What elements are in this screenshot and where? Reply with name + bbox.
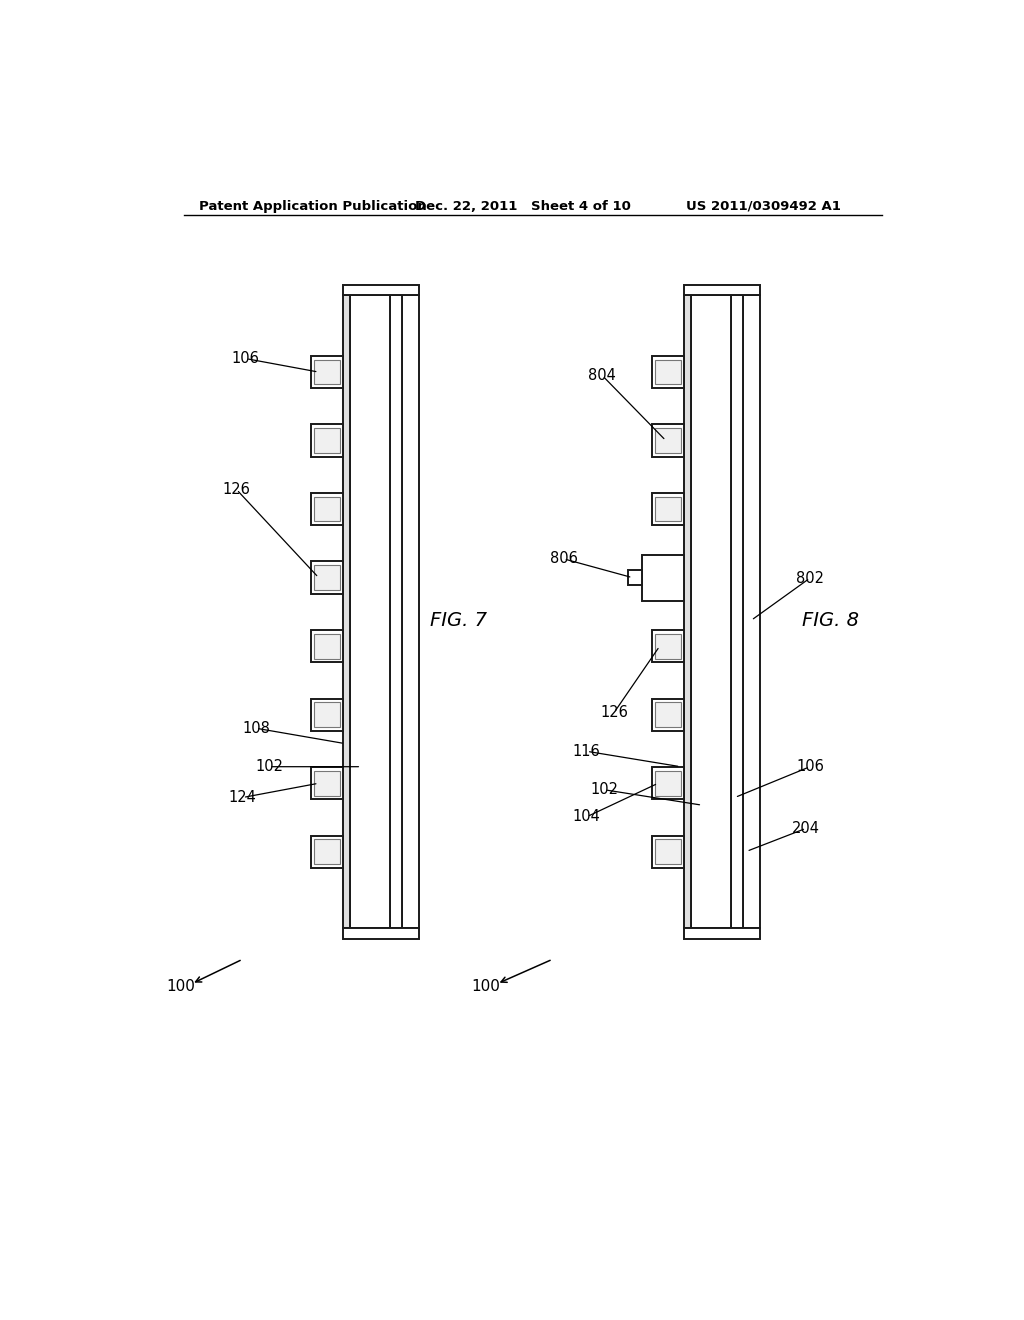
Text: 204: 204 (793, 821, 820, 836)
Text: 102: 102 (255, 759, 283, 775)
Bar (349, 296, 390, 928)
Bar (684, 928, 760, 940)
Bar (311, 492, 343, 525)
Bar (314, 360, 340, 384)
Bar (401, 296, 419, 928)
Bar (314, 496, 340, 521)
Text: 126: 126 (600, 705, 628, 721)
Bar (390, 296, 401, 928)
Text: 806: 806 (550, 552, 578, 566)
Text: 106: 106 (796, 759, 824, 775)
Bar (343, 285, 419, 296)
Bar (343, 928, 419, 940)
Bar (343, 296, 349, 928)
Bar (655, 771, 681, 796)
Bar (684, 285, 760, 296)
Text: 124: 124 (228, 789, 257, 805)
Bar (684, 296, 690, 928)
Bar (655, 702, 681, 727)
Bar (314, 702, 340, 727)
Text: 100: 100 (166, 978, 196, 994)
Bar (642, 554, 684, 601)
Text: FIG. 7: FIG. 7 (430, 611, 487, 630)
Bar (311, 698, 343, 731)
Bar (314, 771, 340, 796)
Bar (314, 840, 340, 865)
Bar (311, 630, 343, 663)
Bar (655, 634, 681, 659)
Bar (655, 496, 681, 521)
Bar (652, 356, 684, 388)
Bar (652, 836, 684, 869)
Text: 126: 126 (222, 482, 251, 498)
Bar (652, 698, 684, 731)
Text: 106: 106 (231, 351, 260, 366)
Text: Patent Application Publication: Patent Application Publication (200, 199, 427, 213)
Text: US 2011/0309492 A1: US 2011/0309492 A1 (686, 199, 841, 213)
Text: 108: 108 (242, 721, 269, 735)
Bar (690, 296, 731, 928)
Bar (311, 356, 343, 388)
Bar (311, 836, 343, 869)
Bar (311, 425, 343, 457)
Bar (314, 565, 340, 590)
Bar (652, 425, 684, 457)
Bar (652, 630, 684, 663)
Bar (628, 570, 642, 585)
Bar (655, 428, 681, 453)
Bar (314, 634, 340, 659)
Bar (742, 296, 760, 928)
Bar (652, 767, 684, 800)
Bar (652, 492, 684, 525)
Text: 802: 802 (796, 570, 824, 586)
Text: Sheet 4 of 10: Sheet 4 of 10 (531, 199, 631, 213)
Text: FIG. 8: FIG. 8 (802, 611, 859, 630)
Bar (314, 428, 340, 453)
Bar (311, 767, 343, 800)
Text: 100: 100 (472, 978, 501, 994)
Text: 102: 102 (591, 783, 618, 797)
Bar (655, 840, 681, 865)
Bar (655, 360, 681, 384)
Text: 804: 804 (589, 368, 616, 383)
Text: 116: 116 (572, 743, 601, 759)
Bar (311, 561, 343, 594)
Bar (731, 296, 742, 928)
Text: Dec. 22, 2011: Dec. 22, 2011 (415, 199, 517, 213)
Text: 104: 104 (572, 809, 601, 824)
